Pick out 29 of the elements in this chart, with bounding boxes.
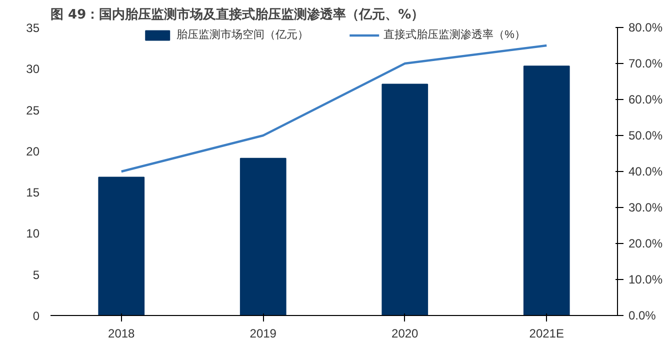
y2-tick-label: 70.0% [628, 56, 663, 70]
y2-tick-label: 60.0% [628, 92, 663, 106]
y-tick-label: 35 [26, 21, 40, 35]
y-tick-label: 25 [26, 103, 40, 118]
y-tick-label: 30 [26, 62, 40, 76]
y2-tick-label: 30.0% [628, 200, 663, 214]
x-tick-label: 2018 [108, 326, 136, 340]
y2-tick-label: 20.0% [628, 236, 663, 250]
y2-tick-label: 10.0% [628, 272, 663, 286]
y2-tick-label: 50.0% [628, 128, 663, 142]
line-series [120, 44, 548, 173]
y-tick-label: 20 [26, 144, 40, 158]
legend-label: 直接式胎压监测渗透率（%） [384, 28, 526, 42]
bar [240, 158, 286, 316]
y-tick-label: 0 [32, 309, 40, 323]
x-tick-label: 2020 [392, 326, 419, 340]
y2-tick-label: 80.0% [628, 20, 663, 34]
bar [98, 176, 145, 316]
bar [523, 66, 570, 316]
bar [382, 84, 428, 316]
y-tick-label: 5 [32, 268, 40, 282]
y2-tick-label: 0.0% [628, 308, 656, 322]
chart-title: 图 49：国内胎压监测市场及直接式胎压监测渗透率（亿元、%） [50, 6, 424, 22]
x-tick-label: 2021E [529, 326, 564, 340]
legend-label: 胎压监测市场空间（亿元） [176, 28, 309, 42]
y2-tick-label: 40.0% [628, 164, 663, 178]
y-tick-label: 10 [26, 226, 40, 241]
x-tick-label: 2019 [250, 326, 277, 340]
y-tick-label: 15 [26, 186, 40, 200]
